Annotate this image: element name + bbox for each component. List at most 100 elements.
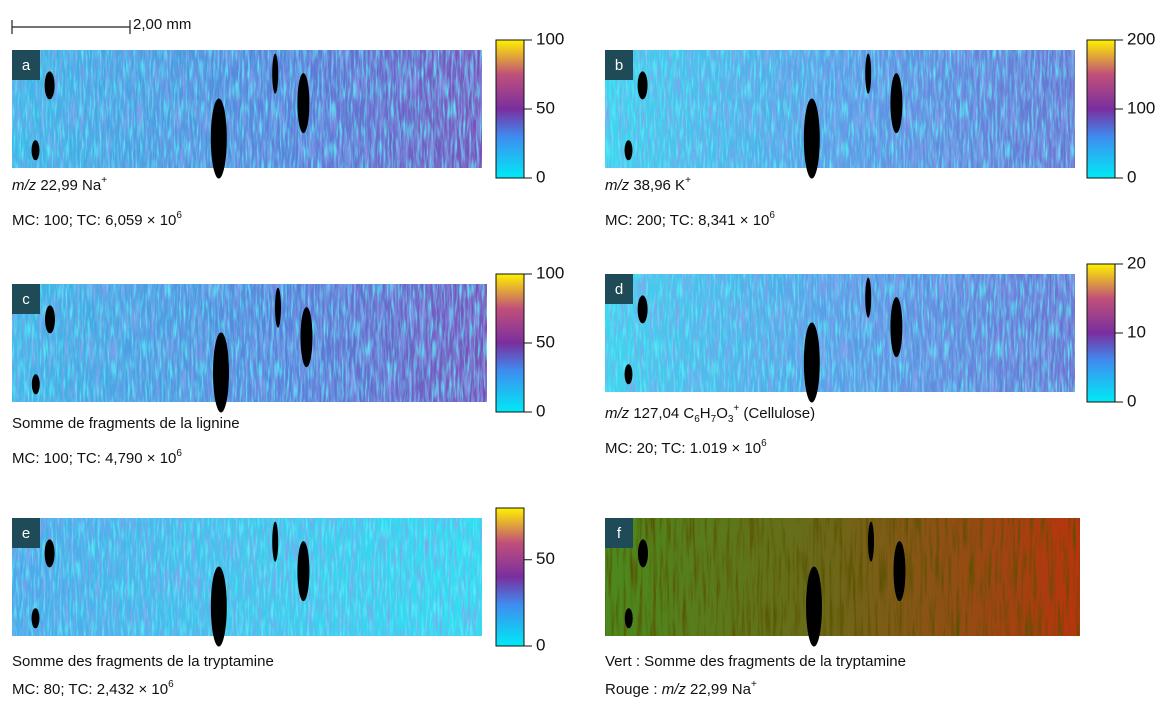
caption-text: + <box>733 403 739 414</box>
image-texture <box>12 284 487 402</box>
image-void <box>31 374 40 395</box>
image-void <box>297 541 310 602</box>
caption-text: 22,99 Na <box>36 177 102 194</box>
caption-text: Somme des fragments de la tryptamine <box>12 653 274 670</box>
caption: MC: 100; TC: 4,790 × 106 <box>12 448 182 467</box>
image-texture <box>605 274 1075 392</box>
colorbar-tick-label: 0 <box>536 635 545 654</box>
image-void <box>272 521 279 562</box>
image-panel <box>605 50 1075 179</box>
colorbar-tick-label: 20 <box>1127 253 1146 272</box>
colorbar-tick-label: 0 <box>536 167 545 186</box>
colorbar-tick-label: 0 <box>1127 167 1136 186</box>
caption: Somme des fragments de la tryptamine <box>12 653 274 670</box>
caption: Rouge : m/z 22,99 Na+ <box>605 679 757 698</box>
colorbar <box>1086 39 1116 179</box>
colorbar-tick-label: 100 <box>536 263 564 282</box>
image-texture <box>12 50 482 168</box>
image-void <box>213 332 229 413</box>
colorbar-tick-label: 50 <box>536 549 555 568</box>
caption-text: 6 <box>769 210 775 221</box>
panel-label-box <box>12 284 40 314</box>
caption-text: + <box>685 175 691 186</box>
caption-text: H <box>700 405 711 422</box>
panel-label: e <box>22 525 30 542</box>
image-texture <box>605 50 1075 168</box>
image-panel <box>605 518 1080 647</box>
panel-label-box <box>605 274 633 304</box>
scale-bar-label: 2,00 mm <box>133 16 191 33</box>
panel-label: f <box>617 525 622 542</box>
image-texture <box>12 518 482 636</box>
image-void <box>31 608 40 629</box>
colorbar-tick-label: 0 <box>536 401 545 420</box>
colorbar-tick-label: 200 <box>1127 29 1155 48</box>
colorbar <box>495 39 525 179</box>
caption: MC: 80; TC: 2,432 × 106 <box>12 679 174 698</box>
caption-text: Rouge : <box>605 681 662 698</box>
panel-label: b <box>615 57 623 74</box>
image-void <box>890 73 903 134</box>
image-texture <box>605 518 1080 636</box>
caption: MC: 20; TC: 1.019 × 106 <box>605 438 767 457</box>
caption-text: (Cellulose) <box>739 405 815 422</box>
caption-text: 38,96 K <box>629 177 685 194</box>
colorbar-tick-label: 50 <box>536 98 555 117</box>
image-void <box>637 71 648 100</box>
panel-label: c <box>22 291 30 308</box>
image-void <box>803 322 820 403</box>
colorbar-tick-label: 100 <box>536 29 564 48</box>
caption: Vert : Somme des fragments de la tryptam… <box>605 653 906 670</box>
colorbar-tick-label: 0 <box>1127 391 1136 410</box>
image-void <box>806 566 822 647</box>
colorbar-tick-label: 50 <box>536 332 555 351</box>
caption: MC: 200; TC: 8,341 × 106 <box>605 210 775 229</box>
caption-text: MC: 80; TC: 2,432 × 10 <box>12 681 168 698</box>
panel-label-box <box>12 50 40 80</box>
image-void <box>868 521 874 562</box>
panel-label-box <box>12 518 40 548</box>
image-panel <box>12 518 482 647</box>
panel-label: a <box>22 57 31 74</box>
colorbar <box>1086 263 1116 403</box>
panel-label-box <box>605 50 633 80</box>
scale-bar <box>11 20 131 34</box>
caption-text: 22,99 Na <box>686 681 752 698</box>
image-void <box>272 53 279 94</box>
image-void <box>803 98 820 179</box>
image-void <box>275 287 281 328</box>
caption-text: MC: 200; TC: 8,341 × 10 <box>605 212 769 229</box>
image-void <box>890 297 903 358</box>
image-void <box>300 307 313 368</box>
image-void <box>865 277 872 318</box>
image-void <box>624 140 633 161</box>
caption-text: m/z <box>662 681 687 698</box>
caption-text: + <box>751 679 757 690</box>
caption: m/z 38,96 K+ <box>605 175 691 194</box>
caption-text: 6 <box>168 679 174 690</box>
colorbar <box>495 273 525 413</box>
caption-text: O <box>716 405 728 422</box>
caption-text: 6 <box>761 438 767 449</box>
image-void <box>31 140 40 161</box>
caption-text: Somme de fragments de la lignine <box>12 415 240 432</box>
caption-text: m/z <box>605 405 630 422</box>
caption: m/z 22,99 Na+ <box>12 175 107 194</box>
caption: MC: 100; TC: 6,059 × 106 <box>12 210 182 229</box>
colorbar-tick-label: 10 <box>1127 322 1146 341</box>
image-void <box>893 541 906 602</box>
image-void <box>638 539 648 568</box>
image-void <box>210 98 227 179</box>
caption-text: m/z <box>12 177 37 194</box>
image-void <box>45 305 55 334</box>
caption-text: 3 <box>728 414 734 425</box>
colorbar <box>495 507 525 647</box>
image-void <box>44 71 55 100</box>
caption-text: 6 <box>694 414 700 425</box>
image-void <box>210 566 227 647</box>
caption-text: 6 <box>176 210 182 221</box>
panel-label-box <box>605 518 633 548</box>
panel-label: d <box>615 281 623 298</box>
caption-text: + <box>101 175 107 186</box>
